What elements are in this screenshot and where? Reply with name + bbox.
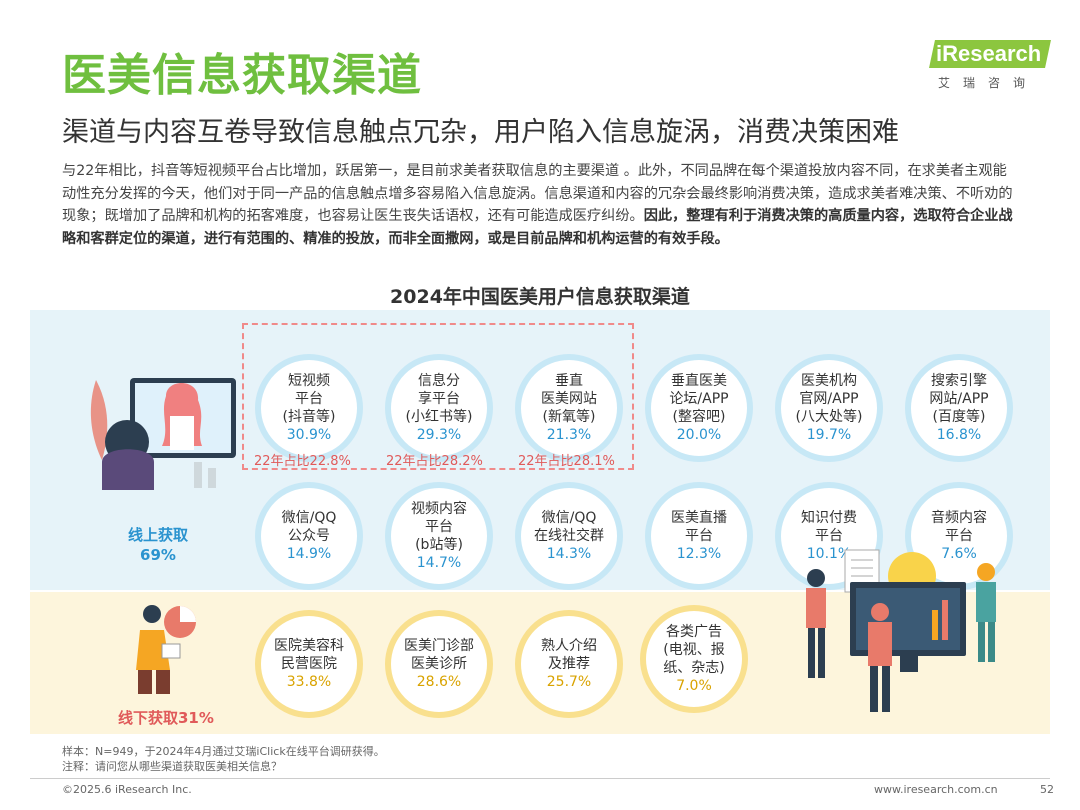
bubble-vertical-site: 垂直 医美网站 (新氧等) 21.3% [515,354,623,462]
bubble-value: 12.3% [676,546,722,562]
bubble-value: 16.8% [936,427,982,443]
business-team-illustration [806,549,996,712]
bubble-value: 25.7% [546,674,592,690]
bubble-value: 7.0% [676,678,712,694]
doctor-video-illustration [90,378,236,490]
page-title: 医美信息获取渠道 [62,50,422,101]
online-label: 线上获取 [128,526,189,544]
bubble-value: 14.3% [546,546,592,562]
bubble-label: 音频内容 平台 [931,510,987,544]
top3-highlight-box [242,323,634,470]
bubble-live-stream: 医美直播 平台 12.3% [645,482,753,590]
page-number: 52 [1040,783,1054,796]
bubble-hospital: 医院美容科 民营医院 33.8% [255,610,363,718]
bubble-label: 视频内容 平台 (b站等) [411,501,467,553]
online-group-label: 线上获取 69% [128,525,188,565]
bubble-label: 搜索引擎 网站/APP (百度等) [929,373,989,425]
bubble-label: 微信/QQ 公众号 [281,510,337,544]
footer-divider [30,778,1050,779]
footnote-note: 注释：请问您从哪些渠道获取医美相关信息？ [62,760,282,773]
bubble-label: 信息分 享平台 (小红书等) [405,373,473,425]
prev-year-info-share: 22年占比28.2% [386,454,483,469]
chart-title: 2024年中国医美用户信息获取渠道 [390,286,690,308]
bubble-value: 21.3% [546,427,592,443]
bubble-label: 知识付费 平台 [801,510,857,544]
bubble-value: 10.1% [806,546,852,562]
logo-subtitle: 艾瑞咨询 [938,76,1039,90]
reader-illustration [136,605,196,694]
bubble-label: 垂直 医美网站 (新氧等) [541,373,597,425]
footnote-sample: 样本：N=949，于2024年4月通过艾瑞iClick在线平台调研获得。 [62,745,385,758]
bubble-institution-site: 医美机构 官网/APP (八大处等) 19.7% [775,354,883,462]
bubble-wechat-official: 微信/QQ 公众号 14.9% [255,482,363,590]
bubble-search-engine: 搜索引擎 网站/APP (百度等) 16.8% [905,354,1013,462]
logo-brand: iResearch [936,41,1042,66]
bubble-value: 28.6% [416,674,462,690]
online-share: 69% [140,546,176,564]
footer-copyright: ©2025.6 iResearch Inc. [62,783,192,796]
bubble-label: 熟人介绍 及推荐 [541,638,597,672]
bubble-referral: 熟人介绍 及推荐 25.7% [515,610,623,718]
bubble-video-content: 视频内容 平台 (b站等) 14.7% [385,482,493,590]
page-subtitle: 渠道与内容互卷导致信息触点冗杂，用户陷入信息旋涡，消费决策困难 [62,117,899,148]
bubble-label: 微信/QQ 在线社交群 [534,510,604,544]
bubble-value: 19.7% [806,427,852,443]
summary-paragraph: 与22年相比，抖音等短视频平台占比增加，跃居第一，是目前求美者获取信息的主要渠道… [62,160,1020,250]
prev-year-short-video: 22年占比22.8% [254,454,351,469]
bubble-label: 医院美容科 民营医院 [274,638,344,672]
bubble-label: 垂直医美 论坛/APP (整容吧) [669,373,729,425]
bubble-short-video: 短视频 平台 (抖音等) 30.9% [255,354,363,462]
bubble-label: 各类广告 (电视、报 纸、杂志) [663,624,725,676]
bubble-label: 医美直播 平台 [671,510,727,544]
bubble-value: 14.9% [286,546,332,562]
footnote: 样本：N=949，于2024年4月通过艾瑞iClick在线平台调研获得。 注释：… [62,744,385,774]
bubble-value: 14.7% [416,555,462,571]
bubble-wechat-group: 微信/QQ 在线社交群 14.3% [515,482,623,590]
bubble-label: 短视频 平台 (抖音等) [282,373,336,425]
iresearch-logo: iResearch 艾瑞咨询 [918,36,1051,96]
prev-year-vertical-site: 22年占比28.1% [518,454,615,469]
summary-text: 与22年相比，抖音等短视频平台占比增加，跃居第一，是目前求美者获取信息的主要渠道… [62,163,1013,224]
bubble-clinic: 医美门诊部 医美诊所 28.6% [385,610,493,718]
bubble-value: 7.6% [941,546,977,562]
footer-url: www.iresearch.com.cn [874,783,998,796]
bubble-value: 30.9% [286,427,332,443]
bubble-info-share: 信息分 享平台 (小红书等) 29.3% [385,354,493,462]
bubble-value: 33.8% [286,674,332,690]
bubble-label: 医美机构 官网/APP (八大处等) [795,373,863,425]
bubble-advertising: 各类广告 (电视、报 纸、杂志) 7.0% [640,605,748,713]
summary-conclusion: 因此，整理有利于消费决策的高质量内容，选取符合企业战略和客群定位的渠道，进行有范… [62,208,1013,247]
bubble-value: 20.0% [676,427,722,443]
bubble-label: 医美门诊部 医美诊所 [404,638,474,672]
bubble-value: 29.3% [416,427,462,443]
bubble-vertical-forum: 垂直医美 论坛/APP (整容吧) 20.0% [645,354,753,462]
offline-group-label: 线下获取31% [118,709,214,727]
